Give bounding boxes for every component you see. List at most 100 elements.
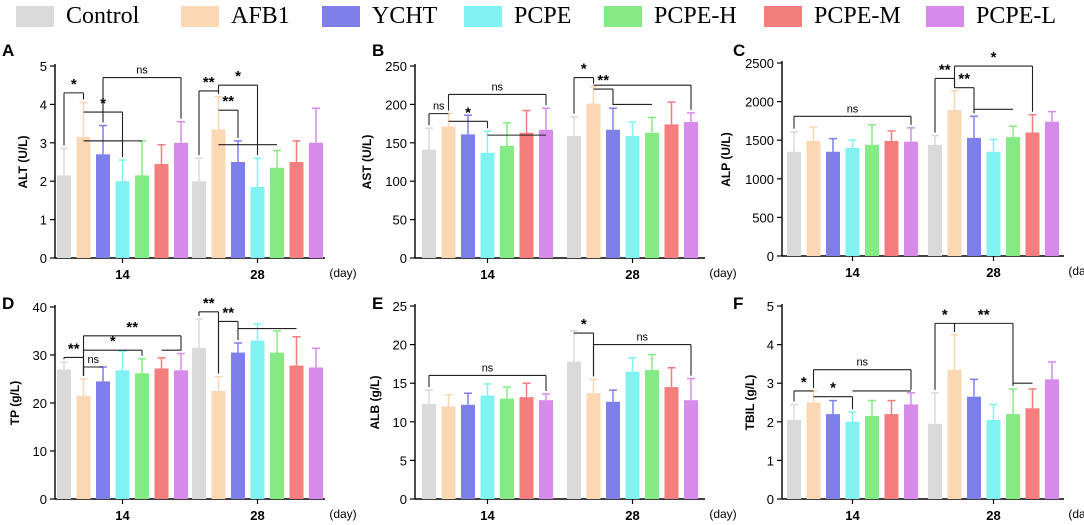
y-tick-label: 50 — [393, 213, 407, 228]
sig-label: ns — [482, 362, 494, 374]
panel-letter: A — [2, 41, 14, 60]
y-tick-label: 0 — [767, 492, 774, 507]
bar-ycht — [461, 134, 475, 258]
sig-label: * — [71, 76, 77, 93]
y-tick-label: 3 — [40, 136, 47, 151]
bar-pcpe-l — [174, 142, 188, 258]
bar-pcpe-l — [1045, 121, 1059, 256]
bar-pcpe-m — [664, 387, 679, 499]
bar-pcpe-m — [1025, 132, 1040, 256]
sig-label: * — [801, 374, 807, 391]
bar-ycht — [826, 414, 840, 499]
bar-pcpe — [115, 370, 130, 499]
bar-pcpe-h — [500, 145, 514, 258]
legend-swatch-pcpe-m — [764, 5, 802, 27]
bar-control — [57, 369, 71, 499]
y-tick-label: 40 — [33, 300, 47, 315]
sig-label: * — [110, 333, 116, 350]
sig-label: ** — [958, 71, 970, 88]
y-tick-label: 2 — [40, 174, 47, 189]
bar-ycht — [606, 129, 620, 258]
panel-letter: C — [733, 41, 745, 60]
legend-label-pcpe-m: PCPE-M — [814, 2, 901, 29]
bar-pcpe-m — [884, 414, 899, 499]
y-tick-label: 2500 — [745, 56, 774, 71]
panel-b: B 0 50 100 150 200 250 AST (U/L) 14 28 (day) ns * ns *… — [360, 41, 737, 282]
y-tick-label: 20 — [393, 338, 407, 353]
bar-pcpe-l — [309, 367, 323, 499]
bar-afb1 — [76, 395, 91, 499]
bar-control — [928, 144, 942, 256]
bar-pcpe-m — [519, 397, 534, 499]
bar-pcpe-h — [1006, 414, 1020, 499]
x-unit-label: (day) — [329, 507, 356, 521]
bar-pcpe-m — [154, 368, 169, 499]
bar-control — [567, 135, 581, 258]
y-tick-label: 0 — [40, 492, 47, 507]
bar-pcpe-h — [270, 167, 284, 258]
x-unit-label: (day) — [709, 507, 736, 521]
legend-swatch-pcpe-l — [926, 5, 964, 27]
bar-control — [422, 404, 436, 499]
legend-label-ycht: YCHT — [372, 2, 438, 29]
legend-swatch-pcpe-h — [604, 5, 642, 27]
legend-item-pcpe: PCPE — [464, 3, 571, 29]
sig-label: * — [235, 68, 241, 85]
sig-label: ** — [203, 295, 215, 312]
y-tick-label: 1000 — [745, 172, 774, 187]
legend-swatch-control — [16, 5, 54, 27]
bar-pcpe-h — [270, 352, 284, 499]
bar-pcpe-l — [539, 400, 553, 499]
x-tick-label: 14 — [480, 267, 495, 282]
bar-afb1 — [441, 406, 456, 499]
y-axis-label: ALP (U/L) — [719, 132, 733, 186]
bar-pcpe — [250, 340, 265, 499]
legend-swatch-pcpe — [464, 5, 502, 27]
y-tick-label: 1 — [40, 213, 47, 228]
sig-label: * — [465, 104, 471, 121]
bar-afb1 — [586, 393, 601, 499]
bar-pcpe-m — [289, 162, 304, 258]
bar-pcpe-h — [645, 370, 659, 499]
x-tick-label: 14 — [115, 508, 130, 523]
bar-pcpe-l — [1045, 379, 1059, 499]
sig-label: ns — [87, 354, 99, 366]
panel-c: C 0 500 1000 1500 2000 2500 ALP (U/L) 14 28 (day) n… — [719, 41, 1084, 280]
y-tick-label: 4 — [767, 338, 774, 353]
x-tick-label: 14 — [845, 265, 860, 280]
sig-label: * — [991, 49, 997, 66]
bar-pcpe-h — [135, 373, 149, 499]
panel-letter: D — [2, 294, 14, 313]
sig-label: ns — [136, 65, 148, 77]
bar-pcpe-m — [884, 140, 899, 256]
y-axis-label: TBIL (g/L) — [743, 375, 757, 431]
y-tick-label: 20 — [33, 396, 47, 411]
y-tick-label: 15 — [393, 376, 407, 391]
y-axis-label: ALB (g/L) — [368, 376, 382, 430]
x-tick-label: 14 — [845, 508, 860, 523]
legend-item-pcpe-m: PCPE-M — [764, 2, 901, 29]
y-tick-label: 2 — [767, 415, 774, 430]
bar-pcpe — [250, 186, 265, 258]
y-tick-label: 5 — [400, 453, 407, 468]
sig-label: ** — [68, 340, 80, 357]
bar-pcpe — [845, 421, 860, 499]
y-tick-label: 4 — [40, 97, 47, 112]
sig-label: ns — [856, 357, 868, 369]
legend-item-pcpe-l: PCPE-L — [926, 3, 1056, 29]
sig-label: * — [581, 316, 587, 333]
y-tick-label: 0 — [767, 249, 774, 264]
bar-pcpe — [625, 135, 640, 258]
sig-label: ns — [433, 101, 445, 113]
bar-pcpe-l — [539, 129, 553, 258]
bar-afb1 — [947, 110, 962, 256]
bar-afb1 — [806, 402, 821, 499]
bar-pcpe-m — [289, 365, 304, 499]
legend-label-pcpe-h: PCPE-H — [654, 2, 737, 29]
panel-e: E 0 5 10 15 20 25 ALB (g/L) 14 28 (day) ns * ns — [368, 294, 737, 523]
bar-afb1 — [806, 140, 821, 256]
y-tick-label: 100 — [385, 174, 407, 189]
y-tick-label: 30 — [33, 348, 47, 363]
